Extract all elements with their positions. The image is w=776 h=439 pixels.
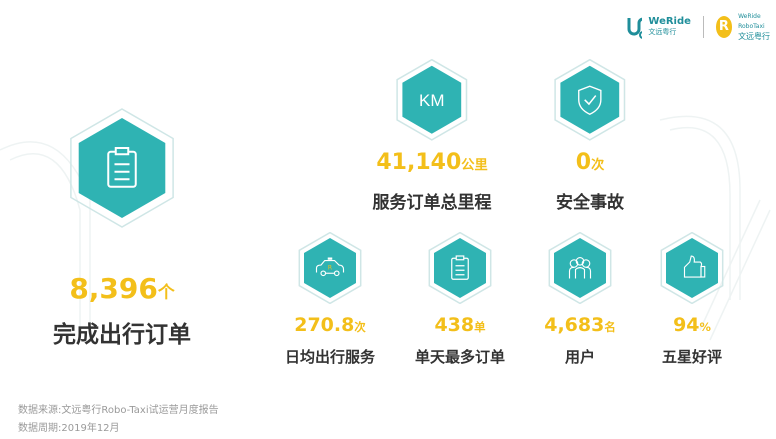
value: 0 [575,150,592,175]
stat-hexagon-rating [660,232,724,304]
value: 94 [673,314,700,336]
stat-hexagon-orders [70,108,174,228]
logo2-sub: 文远粤行 [738,32,771,41]
km-icon: KM [419,91,445,110]
stat-value-maxday: 438单 [360,314,560,336]
unit: 单 [474,320,486,334]
shield-check-icon [578,85,602,116]
logo-sub: 文远粤行 [648,28,677,36]
robotaxi-logo-icon: R [715,16,733,38]
stat-label-safety: 安全事故 [556,193,624,213]
unit: % [699,320,711,334]
data-period: 数据周期:2019年12月 [18,423,120,434]
users-icon [568,256,592,279]
unit: 名 [604,320,616,334]
stat-value-users: 4,683名 [480,314,680,336]
unit: 个 [157,282,175,302]
unit: 公里 [461,158,488,173]
value: 438 [434,314,475,336]
stat-hexagon-mileage: KM [396,59,468,141]
unit: 次 [591,158,605,173]
stat-label-rating: 五星好评 [661,348,722,366]
stat-label-mileage: 服务订单总里程 [372,193,492,213]
stat-label-maxday: 单天最多订单 [414,348,505,366]
clipboard-icon [451,255,469,280]
stat-hexagon-safety [554,59,626,141]
logo2-text: WeRide RoboTaxi [738,13,765,30]
stat-value-mileage: 41,140公里 [332,150,532,175]
taxi-icon: R [315,257,345,277]
stat-label-daily: 日均出行服务 [284,348,375,366]
thumbs-up-icon [683,255,706,278]
svg-text:R: R [328,265,332,272]
stat-hexagon-users [548,232,612,304]
weride-logo: WeRide 文远粤行 R WeRide RoboTaxi 文远粤行 [626,12,776,42]
stat-hexagon-maxday [428,232,492,304]
stat-value-daily: 270.8次 [230,314,430,336]
clipboard-icon [107,147,137,188]
logo-text: WeRide [648,16,691,27]
logo-divider [702,16,704,38]
value: 4,683 [544,314,605,336]
unit: 次 [354,320,366,334]
data-source: 数据来源:文远粤行Robo-Taxi试运营月度报告 [18,405,219,416]
value: 41,140 [376,150,462,175]
stat-label-users: 用户 [564,348,595,366]
svg-text:KM: KM [419,91,445,110]
value: 270.8 [294,314,355,336]
stat-value-rating: 94% [592,314,776,336]
stat-value-safety: 0次 [490,150,690,175]
value: 8,396 [69,272,158,305]
stat-hexagon-daily: R [298,232,362,304]
stat-value-orders: 8,396个 [22,272,222,305]
stat-label-orders: 完成出行订单 [53,322,191,348]
